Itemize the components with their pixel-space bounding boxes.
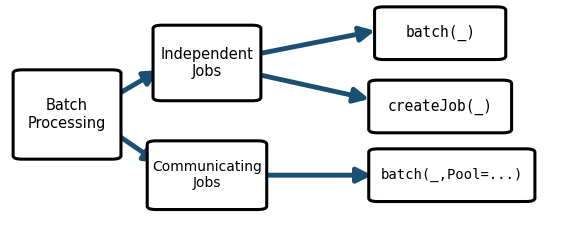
FancyBboxPatch shape [153, 25, 261, 101]
Text: Independent
Jobs: Independent Jobs [160, 47, 254, 79]
FancyBboxPatch shape [374, 7, 505, 60]
FancyBboxPatch shape [147, 141, 266, 210]
Text: batch(_): batch(_) [405, 25, 475, 41]
Text: Batch
Processing: Batch Processing [28, 98, 106, 131]
FancyBboxPatch shape [13, 70, 121, 159]
FancyBboxPatch shape [368, 80, 512, 133]
Text: Communicating
Jobs: Communicating Jobs [152, 160, 262, 190]
FancyBboxPatch shape [368, 149, 535, 202]
Text: batch(_,Pool=...): batch(_,Pool=...) [381, 168, 523, 182]
Text: createJob(_): createJob(_) [388, 98, 493, 114]
